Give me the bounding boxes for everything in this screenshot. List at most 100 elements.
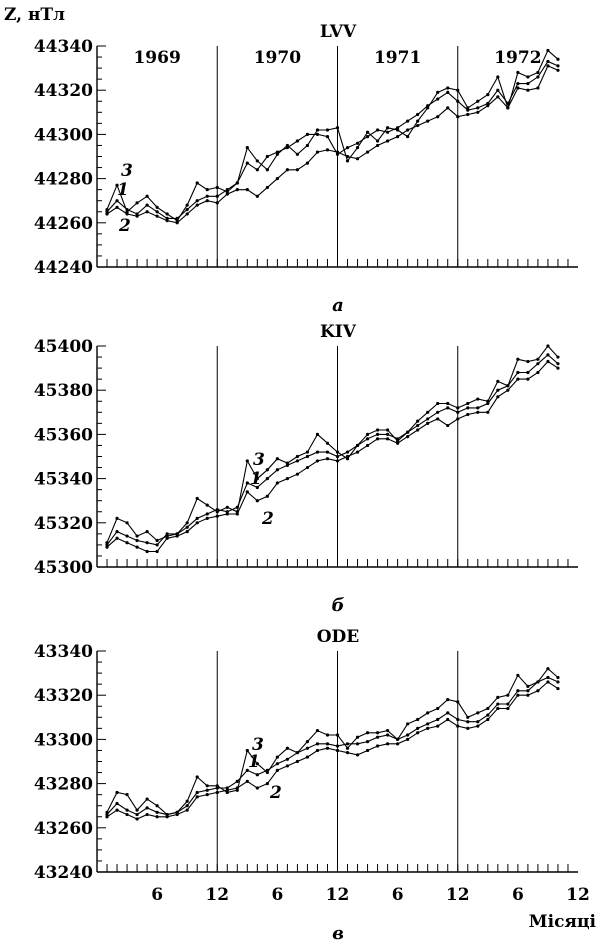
series-3-point	[135, 534, 139, 538]
series-1-point	[315, 132, 320, 136]
series-1-point	[295, 139, 300, 143]
series-1-point	[476, 406, 480, 410]
series-3-point	[315, 432, 320, 436]
x-tick-labels: 6 12 6 12 6 12 6 12	[151, 885, 590, 905]
series-2-point	[526, 693, 530, 697]
series-2-point	[145, 549, 149, 554]
series-3-point	[195, 775, 199, 779]
series-3-point	[265, 770, 269, 775]
series-2-point	[536, 370, 540, 375]
series-3-point	[175, 218, 179, 223]
series-1-line	[106, 676, 559, 816]
series-1-point	[315, 742, 320, 746]
x-tick-label: 6	[512, 885, 524, 905]
series-3-point	[506, 384, 510, 388]
series-2-point	[456, 724, 460, 728]
series-1-point	[295, 459, 300, 463]
series-2-point	[496, 95, 500, 99]
series-1-point	[135, 538, 139, 543]
series-1-point	[225, 188, 229, 192]
series-1-point	[345, 146, 350, 150]
series-1-point	[446, 406, 450, 410]
series-3-point	[516, 673, 520, 677]
series-3-point	[275, 457, 279, 461]
series-3-point	[295, 751, 300, 755]
series-3-point	[406, 430, 410, 434]
year-label: 1969	[133, 48, 180, 68]
series-1-point	[255, 168, 259, 172]
series-2-point	[466, 412, 470, 417]
series-2-point	[476, 724, 480, 728]
series-3-point	[386, 126, 390, 130]
series-1-point	[245, 161, 249, 165]
series-3-point	[466, 715, 470, 719]
series-2-point	[556, 68, 560, 72]
series-2-point	[285, 764, 289, 768]
series-3-point	[215, 510, 219, 514]
y-tick-label: 44240	[34, 258, 93, 278]
series-1-point	[255, 485, 259, 490]
series-1-point	[265, 154, 269, 159]
chart-panels: 44240 44260 44280 44300 44320 44340 LVV 1969 197…	[34, 22, 590, 944]
series-1-point	[275, 468, 279, 472]
series-2-point	[215, 790, 219, 795]
series-3-point	[305, 740, 310, 744]
series-3-point	[486, 93, 490, 97]
series-3-point	[115, 516, 119, 520]
series-2-point	[205, 516, 209, 520]
series-2-point	[225, 192, 229, 196]
series-2-point	[195, 795, 199, 799]
series-2-point	[375, 744, 380, 748]
series-3-point	[355, 443, 360, 448]
series-1-point	[285, 757, 289, 761]
series-1-point	[365, 437, 370, 441]
series-1-point	[546, 59, 550, 64]
series-2-point	[556, 686, 560, 691]
y-tick-label: 45400	[34, 337, 93, 357]
series-1-point	[426, 417, 430, 421]
series-2-point	[536, 689, 540, 693]
series-2-point	[265, 185, 269, 190]
series-1-point	[386, 130, 390, 134]
series-2-point	[245, 490, 249, 494]
series-3-point	[275, 152, 279, 156]
series-1-point	[365, 740, 370, 744]
series-2-point	[386, 139, 390, 143]
series-3-point	[416, 717, 420, 722]
series-2-point	[516, 86, 520, 90]
series-2-point	[416, 428, 420, 432]
series-2-point	[466, 112, 470, 117]
series-3-point	[526, 684, 530, 688]
series-3-point	[496, 695, 500, 700]
series-2-point	[305, 755, 310, 759]
series-3-point	[245, 459, 249, 463]
series-3-point	[476, 397, 480, 401]
series-1-point	[155, 810, 159, 814]
series-2-point	[215, 201, 219, 205]
series-3-point	[105, 207, 109, 212]
series-2-point	[536, 86, 540, 90]
series-1-point	[305, 132, 310, 136]
series-1-point	[375, 432, 380, 436]
series-3-point	[365, 432, 370, 436]
series-2-point	[105, 212, 109, 216]
series-3-point	[305, 143, 310, 148]
curve-label-2: 2	[261, 509, 274, 529]
series-1-line	[106, 354, 559, 546]
series-3-point	[195, 496, 199, 501]
series-3-point	[446, 698, 450, 702]
series-1-point	[145, 203, 149, 207]
series-2-point	[315, 150, 320, 154]
series-1-point	[205, 788, 209, 792]
series-3-point	[325, 733, 330, 737]
series-2-point	[195, 203, 199, 207]
series-1-point	[466, 406, 470, 410]
series-1-point	[215, 507, 219, 512]
series-1-point	[115, 801, 119, 806]
series-2-point	[456, 115, 460, 119]
series-3-point	[335, 126, 340, 130]
series-3-point	[125, 521, 129, 525]
x-tick-label: 12	[205, 885, 229, 905]
series-3-point	[436, 401, 440, 406]
series-3-point	[145, 530, 149, 534]
